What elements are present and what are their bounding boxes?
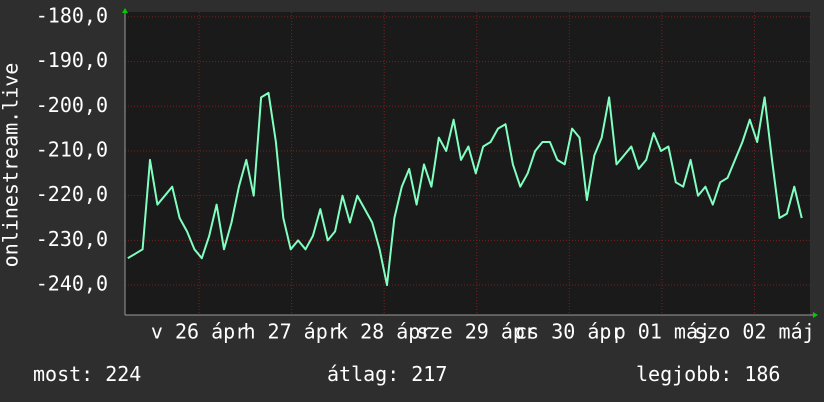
summary-label: átlag: <box>327 362 399 386</box>
x-tick-label: sze 29 ápr <box>417 320 537 344</box>
y-tick-label: -240,0 <box>36 272 108 296</box>
summary-value: 186 <box>744 362 780 386</box>
data-line <box>127 91 803 287</box>
x-tick-label: k 28 ápr <box>336 320 432 344</box>
y-tick-label: -230,0 <box>36 227 108 251</box>
y-tick-label: -220,0 <box>36 182 108 206</box>
y-arrow <box>122 8 128 13</box>
y-tick-label: -210,0 <box>36 137 108 161</box>
summary: most: 224 <box>33 362 141 386</box>
summary-value: 217 <box>411 362 447 386</box>
summary: átlag: 217 <box>327 362 447 386</box>
summary-value: 224 <box>105 362 141 386</box>
summary-label: legjobb: <box>636 362 732 386</box>
summary-label: most: <box>33 362 93 386</box>
plot-area <box>125 12 810 315</box>
y-axis-label: onlinestream.live <box>0 63 23 268</box>
labels: -180,0 -190,0 -200,0 -210,0 -220,0 -230,0 -240… <box>33 3 815 385</box>
grid <box>125 12 810 315</box>
x-tick-label: cs 30 ápr <box>515 320 623 344</box>
x-tick-label: szo 02 máj <box>694 320 814 344</box>
x-tick-label: h 27 ápr <box>243 320 339 344</box>
summary: legjobb: 186 <box>636 362 780 386</box>
marks <box>127 91 803 287</box>
x-tick-label: p 01 máj <box>614 320 710 344</box>
y-tick-label: -200,0 <box>36 93 108 117</box>
x-tick-label: v 26 ápr <box>151 320 247 344</box>
x-arrow <box>813 312 818 318</box>
y-tick-label: -180,0 <box>36 3 108 27</box>
y-tick-label: -190,0 <box>36 48 108 72</box>
